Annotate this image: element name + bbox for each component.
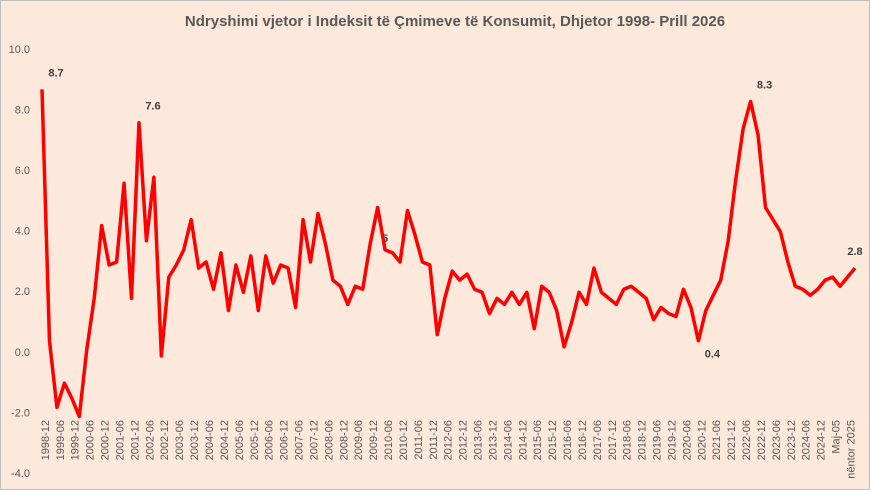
x-tick-label: 2013-12 — [487, 420, 499, 460]
x-tick-label: 2003-06 — [174, 420, 186, 460]
x-tick-label: 2002-06 — [144, 420, 156, 460]
x-tick-label: 2004-06 — [204, 420, 216, 460]
x-tick-label: 2016-06 — [562, 420, 574, 460]
y-tick-label: 10.0 — [9, 44, 30, 56]
x-tick-label: 2018-06 — [622, 420, 634, 460]
x-tick-label: 2009-12 — [368, 420, 380, 460]
x-tick-label: 2015-12 — [547, 420, 559, 460]
x-tick-label: 2014-12 — [517, 420, 529, 460]
x-tick-label: 2006-12 — [279, 420, 291, 460]
x-tick-label: 2001-12 — [129, 420, 141, 460]
x-tick-label: 2023-12 — [786, 420, 798, 460]
x-tick-label: 2020-06 — [681, 420, 693, 460]
x-tick-label: 2010-12 — [398, 420, 410, 460]
y-tick-label: 8.0 — [15, 104, 30, 116]
x-tick-label: 2010-06 — [383, 420, 395, 460]
x-tick-label: 2019-12 — [666, 420, 678, 460]
x-tick-label: 2014-06 — [502, 420, 514, 460]
x-tick-label: 2021-06 — [711, 420, 723, 460]
x-tick-label: 2005-12 — [249, 420, 261, 460]
x-tick-label: nëntor 2025 — [845, 420, 857, 479]
x-tick-label: 2009-06 — [353, 420, 365, 460]
x-tick-label: 2001-06 — [114, 420, 126, 460]
x-tick-label: 2022-06 — [741, 420, 753, 460]
x-tick-label: 2000-06 — [85, 420, 97, 460]
x-tick-label: 2005-06 — [234, 420, 246, 460]
x-tick-label: 2015-06 — [532, 420, 544, 460]
y-tick-label: 6.0 — [15, 165, 30, 177]
line-series — [40, 89, 857, 419]
data-label: 8.3 — [757, 79, 772, 91]
x-tick-label: 2004-12 — [219, 420, 231, 460]
annotation: 5 — [382, 233, 388, 245]
x-tick-label: 2022-12 — [756, 420, 768, 460]
x-tick-label: 2017-12 — [607, 420, 619, 460]
x-tick-label: 2016-12 — [577, 420, 589, 460]
x-tick-label: 2007-12 — [308, 420, 320, 460]
x-tick-label: Maj-05 — [831, 420, 843, 454]
y-tick-label: -4.0 — [11, 468, 30, 480]
x-tick-label: 2018-12 — [637, 420, 649, 460]
x-tick-label: 1999-06 — [55, 420, 67, 460]
x-tick-label: 2000-12 — [100, 420, 112, 460]
x-tick-label: 2021-12 — [726, 420, 738, 460]
x-tick-label: 2011-12 — [428, 420, 440, 460]
x-tick-label: 2019-06 — [652, 420, 664, 460]
data-label: 0.4 — [705, 349, 721, 361]
x-tick-label: 2003-12 — [189, 420, 201, 460]
y-tick-label: 0.0 — [15, 347, 30, 359]
x-tick-label: 1999-12 — [70, 420, 82, 460]
x-tick-label: 2023-06 — [771, 420, 783, 460]
data-label: 7.6 — [145, 101, 160, 113]
x-tick-label: 2012-12 — [458, 420, 470, 460]
x-tick-label: 2012-06 — [443, 420, 455, 460]
data-label: 2.8 — [847, 246, 862, 258]
x-tick-label: 1998-12 — [40, 420, 52, 460]
x-tick-label: 2024-06 — [801, 420, 813, 460]
x-tick-label: 2013-06 — [473, 420, 485, 460]
x-tick-label: 2017-06 — [592, 420, 604, 460]
x-tick-label: 2011-06 — [413, 420, 425, 460]
x-tick-label: 2008-12 — [338, 420, 350, 460]
data-label: 8.7 — [48, 67, 63, 79]
x-tick-label: 2024-12 — [816, 420, 828, 460]
x-tick-label: 2006-06 — [264, 420, 276, 460]
y-tick-label: 2.0 — [15, 286, 30, 298]
x-tick-label: 2007-06 — [294, 420, 306, 460]
chart-title: Ndryshimi vjetor i Indeksit të Çmimeve t… — [185, 13, 725, 30]
x-tick-label: 2020-12 — [696, 420, 708, 460]
x-tick-label: 2002-12 — [159, 420, 171, 460]
x-tick-label: 2008-06 — [323, 420, 335, 460]
y-tick-label: -2.0 — [11, 407, 30, 419]
y-tick-label: 4.0 — [15, 226, 30, 238]
